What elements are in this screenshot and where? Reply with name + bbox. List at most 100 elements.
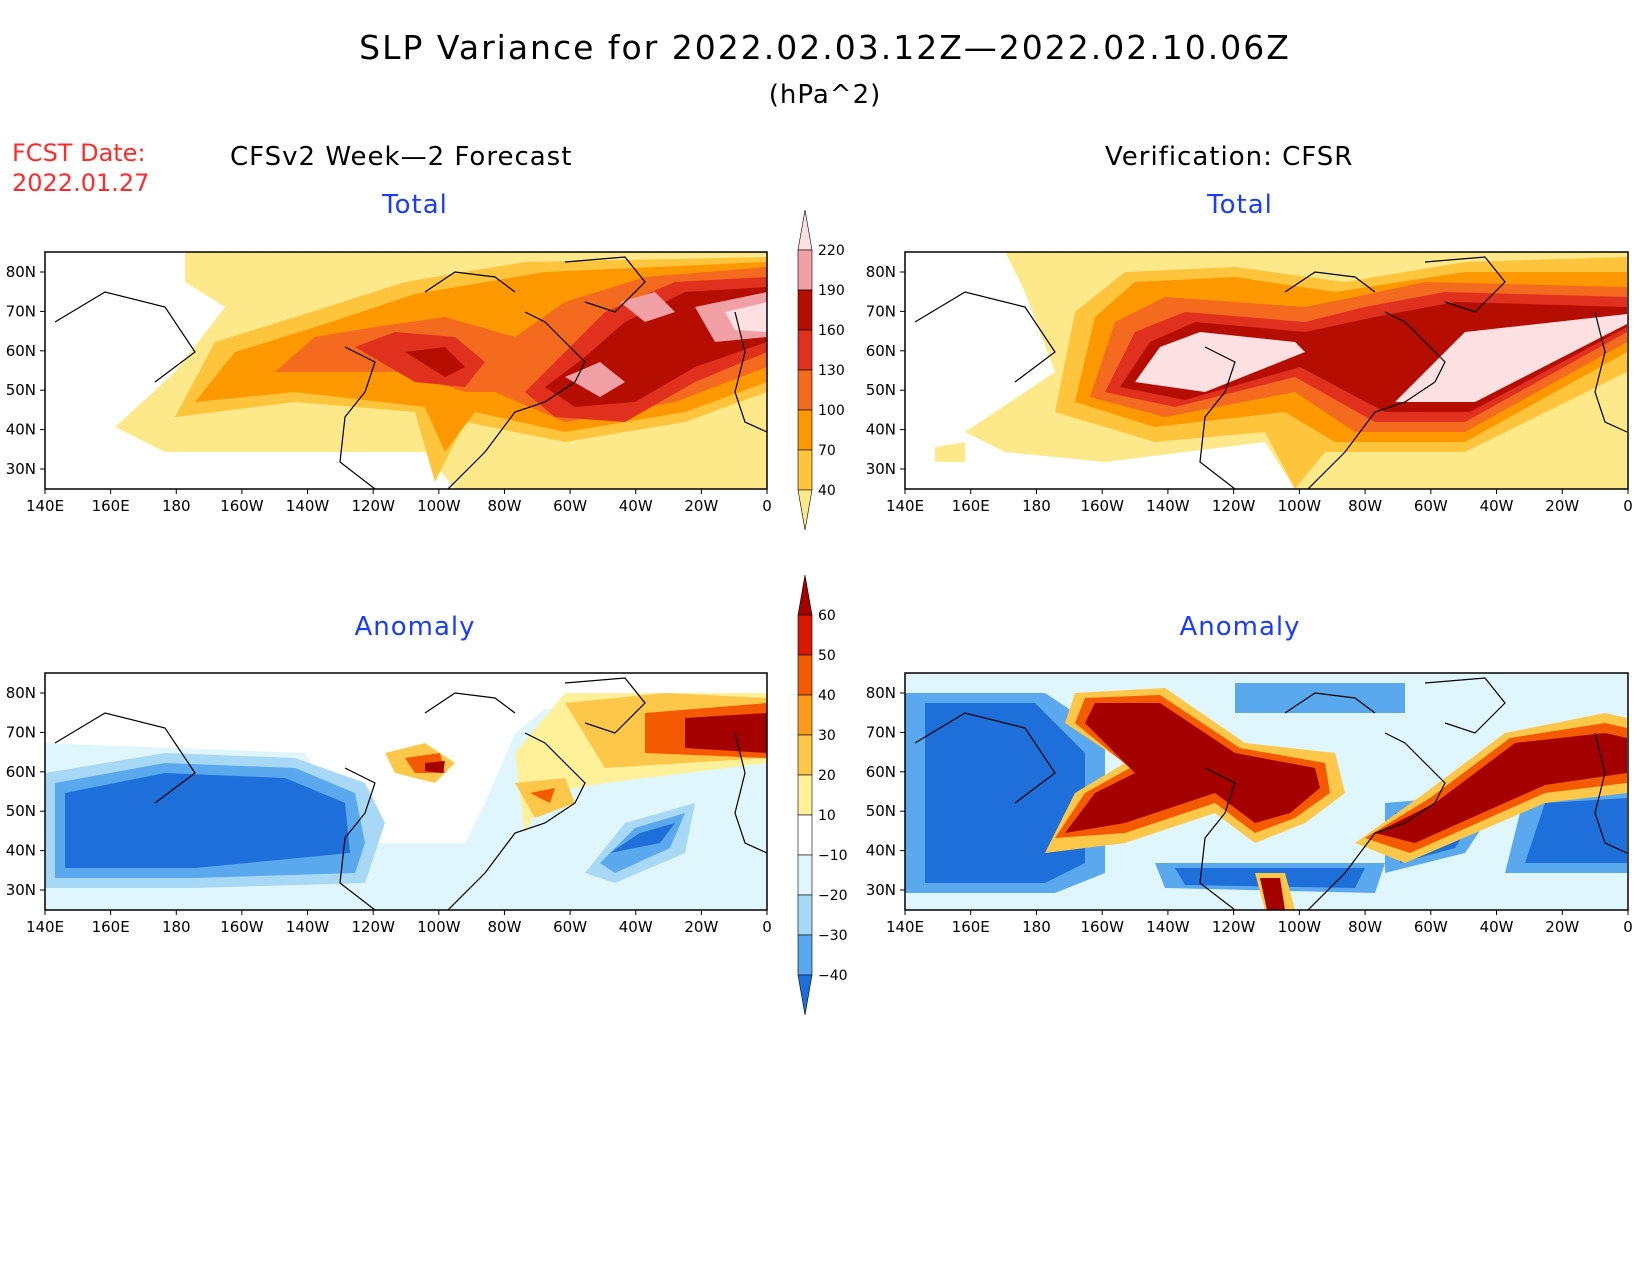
forecast_anomaly-contour-fill xyxy=(425,713,767,773)
lat-label: 60N xyxy=(866,763,896,781)
lat-label: 50N xyxy=(6,802,36,820)
coastline xyxy=(914,677,1628,910)
lon-label: 80W xyxy=(487,497,521,515)
lon-label: 180 xyxy=(162,918,191,936)
forecast_anomaly-shading xyxy=(45,673,767,910)
lat-label: 80N xyxy=(866,684,896,702)
lon-label: 60W xyxy=(1414,497,1448,515)
forecast_anomaly-frame xyxy=(44,672,768,911)
lon-label: 160E xyxy=(92,918,130,936)
figure-units: (hPa^2) xyxy=(768,80,882,110)
colorbar-label: −10 xyxy=(818,848,848,864)
colorbar-swatch xyxy=(797,894,813,936)
verification-header: Verification: CFSR xyxy=(1105,142,1354,172)
lon-label: 0 xyxy=(762,497,772,515)
lon-label: 140W xyxy=(1146,497,1190,515)
lat-label: 40N xyxy=(6,421,36,439)
lon-label: 80W xyxy=(487,918,521,936)
colorbar-swatch xyxy=(797,369,813,411)
forecast-anomaly-title: Anomaly xyxy=(354,612,476,642)
colorbar-label: 190 xyxy=(818,283,845,299)
lat-label: 30N xyxy=(866,460,896,478)
colorbar-swatch xyxy=(797,654,813,696)
lon-label: 60W xyxy=(553,918,587,936)
colorbar-label: 10 xyxy=(818,808,836,824)
lon-label: 0 xyxy=(762,918,772,936)
lon-label: 140W xyxy=(1146,918,1190,936)
total-colorbar: 220 190 160 130 100 70 40 xyxy=(797,209,845,531)
colorbar-swatch xyxy=(797,329,813,371)
colorbar-swatch xyxy=(797,449,813,491)
forecast_total-contour-fill xyxy=(405,287,767,407)
coastline xyxy=(54,256,767,489)
lon-label: 100W xyxy=(1278,497,1322,515)
lon-label: 120W xyxy=(1212,497,1256,515)
colorbar-label: −20 xyxy=(818,888,848,904)
lat-label: 30N xyxy=(6,881,36,899)
colorbar-swatch xyxy=(797,854,813,896)
forecast-total-title: Total xyxy=(382,190,448,220)
lon-label: 140W xyxy=(286,918,330,936)
lon-label: 100W xyxy=(417,497,461,515)
lat-label: 50N xyxy=(866,381,896,399)
lon-label: 60W xyxy=(1414,918,1448,936)
lon-label: 40W xyxy=(1480,497,1514,515)
lat-label: 80N xyxy=(6,684,36,702)
colorbar-swatch xyxy=(797,489,813,531)
colorbar-swatch xyxy=(797,974,813,1016)
lon-label: 100W xyxy=(417,918,461,936)
verification_anomaly-map: 140E 160E 180 160W 140W 120W 100W 80W 60W 40W 20W 0… xyxy=(866,672,1633,936)
verification_total-shading xyxy=(905,252,1628,489)
lat-label: 40N xyxy=(866,842,896,860)
lon-label: 100W xyxy=(1278,918,1322,936)
anomaly-colorbar: 60 50 40 30 20 10 −10 −20 −30 −40 xyxy=(797,574,848,1016)
colorbar-label: 60 xyxy=(818,608,836,624)
verification_anomaly-frame xyxy=(904,672,1629,911)
lon-label: 180 xyxy=(1022,497,1051,515)
lat-label: 60N xyxy=(866,342,896,360)
colorbar-label: 50 xyxy=(818,648,836,664)
verification_total-map: 140E 160E 180 160W 140W 120W 100W 80W 60W 40W 20W 0… xyxy=(866,251,1633,515)
colorbar-label: −40 xyxy=(818,968,848,984)
lat-label: 40N xyxy=(6,842,36,860)
lat-label: 50N xyxy=(866,802,896,820)
lon-label: 180 xyxy=(162,497,191,515)
lon-label: 0 xyxy=(1623,497,1633,515)
coastline xyxy=(914,256,1628,489)
verification_anomaly-contour-fill xyxy=(1065,703,1627,910)
lon-label: 0 xyxy=(1623,918,1633,936)
forecast_total-contour-fill xyxy=(725,302,767,332)
lon-label: 140E xyxy=(26,918,64,936)
lon-label: 20W xyxy=(684,918,718,936)
lat-label: 70N xyxy=(6,723,36,741)
lat-label: 30N xyxy=(6,460,36,478)
colorbar-swatch xyxy=(797,734,813,776)
lon-label: 20W xyxy=(1545,918,1579,936)
lon-label: 80W xyxy=(1348,918,1382,936)
lon-label: 160W xyxy=(220,497,264,515)
colorbar-label: 220 xyxy=(818,243,845,259)
colorbar-swatch xyxy=(797,814,813,856)
colorbar-swatch xyxy=(797,934,813,976)
lon-label: 60W xyxy=(553,497,587,515)
forecast_total-frame xyxy=(44,251,768,490)
colorbar-label: 20 xyxy=(818,768,836,784)
lon-label: 180 xyxy=(1022,918,1051,936)
verification-total-title: Total xyxy=(1207,190,1273,220)
lon-label: 20W xyxy=(1545,497,1579,515)
colorbar-swatch xyxy=(797,614,813,656)
forecast_total-contour-fill xyxy=(565,292,767,397)
lon-label: 120W xyxy=(351,918,395,936)
lon-label: 40W xyxy=(619,918,653,936)
coastline xyxy=(54,677,767,910)
lat-label: 70N xyxy=(6,302,36,320)
colorbar-label: 40 xyxy=(818,483,836,499)
lat-label: 70N xyxy=(866,302,896,320)
lon-label: 40W xyxy=(619,497,653,515)
forecast-header: CFSv2 Week—2 Forecast xyxy=(230,142,573,172)
colorbar-label: 130 xyxy=(818,363,845,379)
forecast_anomaly-contour-fill xyxy=(405,703,767,803)
lon-label: 160W xyxy=(1080,497,1124,515)
colorbar-label: 40 xyxy=(818,688,836,704)
